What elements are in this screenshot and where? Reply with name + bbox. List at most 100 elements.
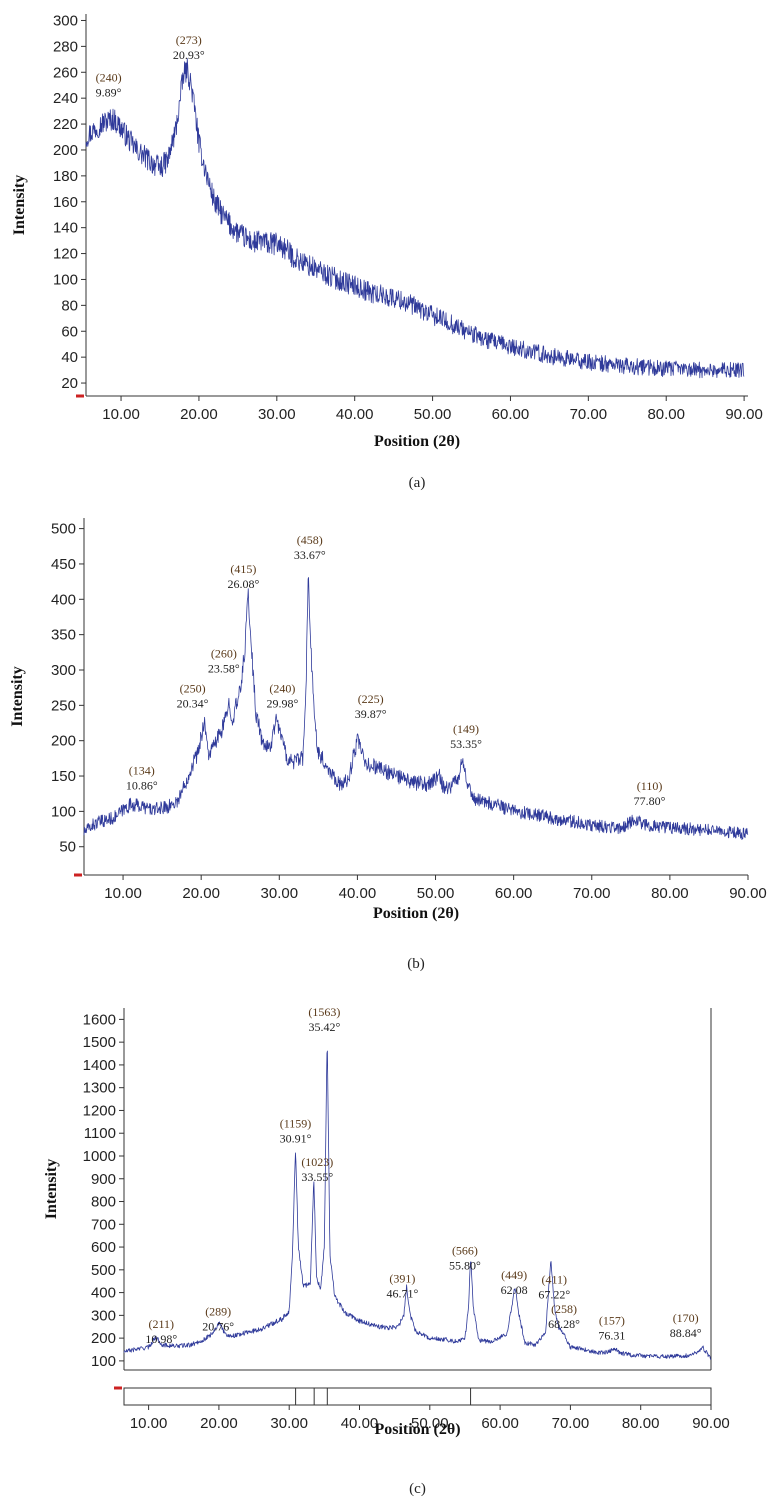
- x-tick-label: 50.00: [414, 406, 452, 423]
- peak-position-label: 26.08°: [227, 577, 259, 591]
- peak-position-label: 30.91°: [280, 1132, 312, 1146]
- y-tick-label: 1200: [83, 1102, 116, 1119]
- chart-panel-a: 20 40 60 80 100 120 140 160 180 200 220 240 260 280 30…: [11, 12, 763, 491]
- peak-count-label: (449): [501, 1268, 527, 1282]
- peak-position-label: 39.87°: [355, 707, 387, 721]
- y-tick-label: 1500: [83, 1034, 116, 1051]
- y-tick-label: 200: [53, 142, 78, 159]
- x-tick-label: 20.00: [200, 1415, 238, 1432]
- peak-count-label: (458): [297, 533, 323, 547]
- y-tick-label: 500: [91, 1262, 116, 1279]
- x-tick-label: 10.00: [104, 885, 142, 902]
- peak-count-label: (1023): [301, 1155, 333, 1169]
- peak-position-label: 33.55°: [301, 1170, 333, 1184]
- series-line: [83, 577, 749, 840]
- peak-position-label: 62.08: [501, 1283, 528, 1297]
- y-tick-label: 160: [53, 194, 78, 211]
- y-tick-label: 600: [91, 1239, 116, 1256]
- peak-count-label: (225): [358, 692, 384, 706]
- peak-position-label: 10.98°: [145, 1332, 177, 1346]
- panel-label: (b): [407, 956, 425, 972]
- y-tick-label: 400: [51, 591, 76, 608]
- peak-position-label: 20.93°: [173, 48, 205, 62]
- x-tick-label: 70.00: [573, 885, 611, 902]
- x-tick-label: 60.00: [492, 406, 530, 423]
- peak-position-label: 20.34°: [177, 697, 209, 711]
- x-tick-label: 50.00: [417, 885, 455, 902]
- y-tick-label: 200: [51, 733, 76, 750]
- x-axis-title: Position (2θ): [374, 433, 460, 450]
- peak-position-label: 76.31: [598, 1328, 625, 1342]
- y-axis-title: Intensity: [43, 1159, 60, 1219]
- peak-count-label: (415): [230, 562, 256, 576]
- y-tick-label: 1100: [84, 1125, 116, 1142]
- peak-position-label: 33.67°: [294, 548, 326, 562]
- x-tick-label: 40.00: [339, 885, 377, 902]
- y-tick-label: 100: [53, 271, 78, 288]
- x-tick-label: 90.00: [725, 406, 763, 423]
- x-tick-label: 80.00: [651, 885, 689, 902]
- panel-label: (a): [409, 475, 426, 491]
- y-tick-label: 350: [51, 627, 76, 644]
- x-tick-label: 10.00: [130, 1415, 168, 1432]
- y-tick-label: 700: [91, 1216, 116, 1233]
- x-tick-label: 60.00: [495, 885, 533, 902]
- y-tick-label: 100: [91, 1353, 116, 1370]
- y-tick-label: 300: [51, 662, 76, 679]
- y-axis-title: Intensity: [11, 175, 28, 235]
- peak-count-label: (170): [673, 1311, 699, 1325]
- peak-count-label: (273): [176, 33, 202, 47]
- peak-position-label: 53.35°: [450, 737, 482, 751]
- x-tick-label: 40.00: [341, 1415, 379, 1432]
- x-tick-label: 70.00: [570, 406, 608, 423]
- chart-panel-b: 50 100 150 200 250 300 350 400 450 500 10.00 20.00 3…: [9, 518, 767, 972]
- y-tick-label: 260: [53, 64, 78, 81]
- y-axis-title: Intensity: [9, 666, 26, 726]
- peak-count-label: (110): [637, 779, 663, 793]
- x-tick-label: 40.00: [336, 406, 374, 423]
- chart-panel-c: 100 200 300 400 500 600 700 800 900 1000 1100 1200 1…: [43, 1005, 730, 1497]
- y-tick-label: 300: [53, 12, 78, 29]
- peak-position-label: 46.71°: [386, 1286, 418, 1300]
- y-tick-label: 500: [51, 521, 76, 538]
- x-tick-label: 20.00: [182, 885, 220, 902]
- y-tick-label: 280: [53, 38, 78, 55]
- x-tick-label: 10.00: [102, 406, 140, 423]
- peak-count-label: (258): [551, 1302, 577, 1316]
- x-tick-label: 90.00: [729, 885, 767, 902]
- y-tick-label: 40: [61, 349, 78, 366]
- peak-count-label: (391): [389, 1271, 415, 1285]
- peak-count-label: (250): [180, 682, 206, 696]
- series-line: [85, 58, 745, 379]
- x-tick-label: 90.00: [692, 1415, 730, 1432]
- peak-position-label: 35.42°: [308, 1020, 340, 1034]
- peak-count-label: (1159): [280, 1117, 312, 1131]
- peak-count-label: (211): [148, 1317, 174, 1331]
- y-tick-label: 140: [53, 220, 78, 237]
- peak-position-label: 55.80°: [449, 1258, 481, 1272]
- peak-position-label: 67.22°: [538, 1287, 570, 1301]
- y-tick-label: 220: [53, 116, 78, 133]
- y-tick-label: 1400: [83, 1057, 116, 1074]
- peak-position-label: 77.80°: [634, 794, 666, 808]
- y-tick-label: 1300: [83, 1080, 116, 1097]
- x-tick-label: 30.00: [258, 406, 296, 423]
- y-tick-label: 400: [91, 1285, 116, 1302]
- y-tick-label: 800: [91, 1194, 116, 1211]
- peak-position-label: 9.89°: [96, 85, 122, 99]
- x-axis-title: Position (2θ): [374, 1421, 460, 1438]
- peak-position-label: 20.76°: [202, 1319, 234, 1333]
- y-tick-label: 450: [51, 556, 76, 573]
- x-tick-label: 70.00: [552, 1415, 590, 1432]
- x-tick-label: 50.00: [411, 1415, 449, 1432]
- y-tick-label: 20: [61, 375, 78, 392]
- y-tick-label: 50: [59, 839, 76, 856]
- peak-count-label: (289): [205, 1304, 231, 1318]
- x-tick-label: 80.00: [622, 1415, 660, 1432]
- y-tick-label: 60: [61, 323, 78, 340]
- peak-count-label: (260): [211, 646, 237, 660]
- peak-count-label: (240): [269, 682, 295, 696]
- peak-count-label: (411): [541, 1272, 567, 1286]
- peak-position-label: 10.86°: [126, 779, 158, 793]
